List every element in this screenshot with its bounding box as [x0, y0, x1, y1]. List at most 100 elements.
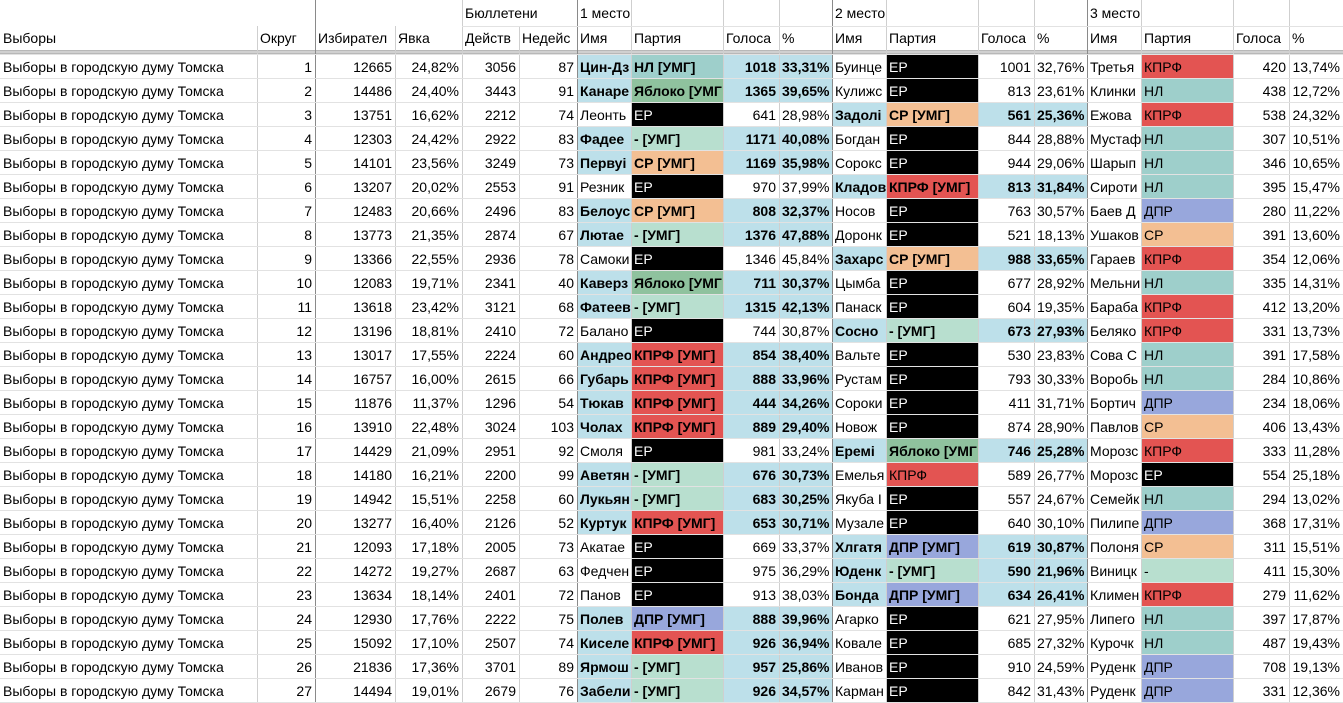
- cell-turnout[interactable]: 19,27%: [411, 563, 459, 579]
- cell-p3-party[interactable]: КПРФ: [1141, 247, 1233, 271]
- cell-p2-name[interactable]: Задолі: [832, 103, 886, 127]
- cell-p2-party[interactable]: ЕР: [886, 127, 978, 151]
- cell-turnout[interactable]: 24,42%: [411, 131, 459, 147]
- cell-p2-name[interactable]: Доронк: [835, 227, 882, 243]
- cell-voters[interactable]: 15092: [353, 635, 392, 651]
- cell-voters[interactable]: 12303: [353, 131, 392, 147]
- cell-p3-name[interactable]: Морозс: [1090, 467, 1139, 483]
- cell-valid[interactable]: 2922: [484, 131, 516, 147]
- cell-p2-party[interactable]: ЕР: [886, 511, 978, 535]
- cell-p1-votes[interactable]: 1376: [723, 223, 779, 247]
- cell-p3-party[interactable]: ДПР: [1141, 655, 1233, 679]
- cell-p3-pct[interactable]: 15,47%: [1292, 179, 1340, 195]
- cell-p2-votes[interactable]: 589: [1007, 467, 1031, 483]
- cell-turnout[interactable]: 20,66%: [411, 203, 459, 219]
- cell-p2-name[interactable]: Захарс: [832, 247, 886, 271]
- cell-p2-name[interactable]: Цымба: [835, 275, 881, 291]
- cell-p2-votes[interactable]: 793: [1007, 371, 1031, 387]
- cell-p2-votes[interactable]: 640: [1007, 515, 1031, 531]
- header-p2-name[interactable]: Имя: [835, 30, 863, 46]
- cell-p1-name[interactable]: Губарь: [577, 367, 631, 391]
- cell-p3-votes[interactable]: 411: [1263, 563, 1286, 579]
- cell-invalid[interactable]: 72: [558, 587, 574, 603]
- cell-election[interactable]: Выборы в городскую думу Томска: [3, 491, 224, 507]
- cell-district[interactable]: 8: [304, 227, 312, 243]
- cell-p3-votes[interactable]: 438: [1262, 83, 1286, 99]
- cell-p1-party[interactable]: - [УМГ]: [631, 223, 723, 247]
- cell-election[interactable]: Выборы в городскую думу Томска: [3, 635, 224, 651]
- cell-p2-pct[interactable]: 31,43%: [1037, 683, 1085, 699]
- cell-p2-party[interactable]: ЕР: [886, 367, 978, 391]
- cell-p2-pct[interactable]: 28,90%: [1037, 419, 1085, 435]
- cell-election[interactable]: Выборы в городскую думу Томска: [3, 443, 224, 459]
- cell-p1-name[interactable]: Лукьян: [577, 487, 631, 511]
- cell-p1-pct[interactable]: 42,13%: [779, 295, 832, 319]
- cell-valid[interactable]: 2679: [484, 683, 516, 699]
- cell-election[interactable]: Выборы в городскую думу Томска: [3, 659, 224, 675]
- cell-p3-party[interactable]: КПРФ: [1141, 295, 1233, 319]
- cell-p1-party[interactable]: КПРФ [УМГ]: [631, 391, 723, 415]
- cell-p2-party[interactable]: ЕР: [886, 655, 978, 679]
- header-place2[interactable]: 2 место: [835, 5, 886, 21]
- header-p3-pct[interactable]: %: [1292, 30, 1305, 46]
- cell-p1-party[interactable]: ЕР: [631, 583, 723, 607]
- cell-p1-pct[interactable]: 30,87%: [782, 323, 830, 339]
- cell-election[interactable]: Выборы в городскую думу Томска: [3, 275, 224, 291]
- header-p3-name[interactable]: Имя: [1090, 30, 1118, 46]
- cell-p3-name[interactable]: Воробь: [1090, 371, 1139, 387]
- cell-p3-name[interactable]: Бараба: [1090, 299, 1139, 315]
- cell-p3-name[interactable]: Беляко: [1090, 323, 1137, 339]
- cell-p2-party[interactable]: ЕР: [886, 631, 978, 655]
- cell-p2-name[interactable]: Панаск: [835, 299, 882, 315]
- cell-p3-pct[interactable]: 13,60%: [1292, 227, 1340, 243]
- cell-p2-pct[interactable]: 27,95%: [1037, 611, 1085, 627]
- header-place1[interactable]: 1 место: [580, 5, 631, 21]
- cell-p3-pct[interactable]: 11,28%: [1293, 443, 1340, 459]
- cell-p3-votes[interactable]: 708: [1262, 659, 1286, 675]
- cell-p3-pct[interactable]: 19,43%: [1292, 635, 1340, 651]
- cell-turnout[interactable]: 16,00%: [411, 371, 459, 387]
- cell-p2-name[interactable]: Еремі: [832, 439, 886, 463]
- cell-p3-name[interactable]: Семейк: [1090, 491, 1140, 507]
- cell-p3-votes[interactable]: 307: [1262, 131, 1286, 147]
- cell-p1-pct[interactable]: 39,96%: [779, 607, 832, 631]
- cell-p3-name[interactable]: Мельни: [1090, 275, 1141, 291]
- cell-p2-name[interactable]: Богдан: [835, 131, 881, 147]
- cell-p2-party[interactable]: ЕР: [886, 151, 978, 175]
- cell-p1-votes[interactable]: 888: [723, 607, 779, 631]
- cell-p3-votes[interactable]: 406: [1262, 419, 1286, 435]
- cell-valid[interactable]: 2341: [484, 275, 516, 291]
- cell-district[interactable]: 13: [296, 347, 312, 363]
- cell-valid[interactable]: 2401: [484, 587, 516, 603]
- cell-district[interactable]: 6: [304, 179, 312, 195]
- cell-p3-pct[interactable]: 10,51%: [1292, 131, 1340, 147]
- cell-p1-name[interactable]: Цин-Дз: [577, 55, 631, 79]
- cell-valid[interactable]: 2258: [484, 491, 516, 507]
- cell-p2-votes[interactable]: 561: [978, 103, 1034, 127]
- cell-p2-pct[interactable]: 27,32%: [1037, 635, 1085, 651]
- cell-p2-pct[interactable]: 19,35%: [1037, 299, 1085, 315]
- cell-p1-party[interactable]: ЕР: [631, 535, 723, 559]
- cell-p2-votes[interactable]: 411: [1008, 395, 1031, 411]
- cell-p2-party[interactable]: ЕР: [886, 487, 978, 511]
- cell-turnout[interactable]: 19,01%: [411, 683, 459, 699]
- cell-valid[interactable]: 2212: [484, 107, 516, 123]
- cell-p2-name[interactable]: Кладов: [832, 175, 886, 199]
- header-invalid[interactable]: Недейс: [522, 30, 571, 46]
- cell-p1-pct[interactable]: 37,99%: [782, 179, 830, 195]
- cell-p1-pct[interactable]: 30,71%: [779, 511, 832, 535]
- cell-voters[interactable]: 12930: [353, 611, 392, 627]
- cell-p2-votes[interactable]: 590: [978, 559, 1034, 583]
- cell-p2-name[interactable]: Агарко: [835, 611, 879, 627]
- cell-election[interactable]: Выборы в городскую думу Томска: [3, 227, 224, 243]
- cell-p2-party[interactable]: ЕР: [886, 271, 978, 295]
- cell-p3-votes[interactable]: 331: [1262, 683, 1286, 699]
- cell-p3-party[interactable]: ДПР: [1141, 511, 1233, 535]
- cell-p1-name[interactable]: Первуі: [577, 151, 631, 175]
- cell-p3-votes[interactable]: 391: [1262, 347, 1286, 363]
- cell-valid[interactable]: 2936: [484, 251, 516, 267]
- cell-voters[interactable]: 14272: [353, 563, 392, 579]
- cell-p1-party[interactable]: НЛ [УМГ]: [631, 55, 723, 79]
- cell-p2-party[interactable]: Яблоко [УМГ: [886, 439, 978, 463]
- cell-p2-party[interactable]: ДПР [УМГ]: [886, 535, 978, 559]
